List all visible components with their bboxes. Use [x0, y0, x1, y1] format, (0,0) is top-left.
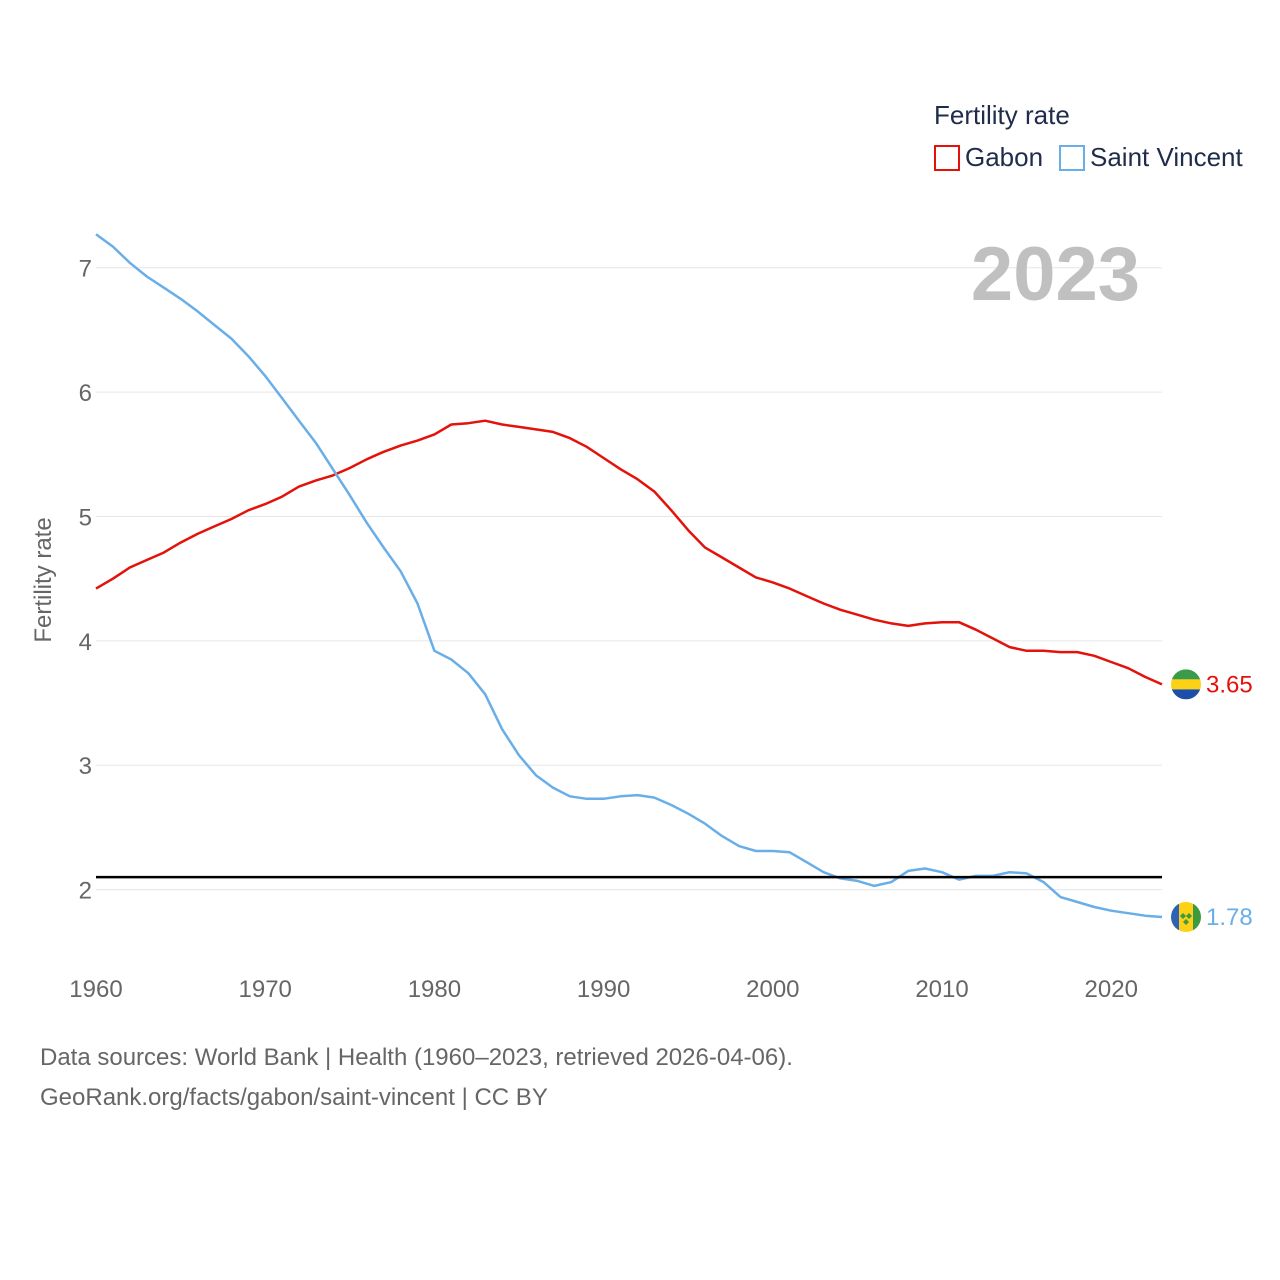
legend-label-gabon: Gabon — [965, 142, 1043, 172]
x-tick-label: 1980 — [408, 976, 461, 1003]
x-tick-label: 1990 — [577, 976, 630, 1003]
series-line-saint-vincent — [95, 233, 1163, 919]
source-link[interactable]: GeoRank.org/facts/gabon/saint-vincent | … — [40, 1084, 548, 1111]
x-tick-label: 1960 — [69, 976, 122, 1003]
x-tick-label: 2010 — [915, 976, 968, 1003]
source-line: Data sources: World Bank | Health (1960–… — [40, 1044, 793, 1071]
legend-item-saint-vincent[interactable]: Saint Vincent — [1059, 142, 1244, 172]
y-axis-title: Fertility rate — [30, 517, 57, 642]
legend: Fertility rate Gabon Saint Vincent — [934, 100, 1244, 172]
series-layer — [95, 233, 1163, 919]
x-tick-label: 1970 — [239, 976, 292, 1003]
end-markers: 3.65 1.78 — [1171, 669, 1253, 932]
y-tick-label: 4 — [79, 629, 92, 656]
end-value-label-gabon: 3.65 — [1206, 671, 1253, 698]
legend-label-saint-vincent: Saint Vincent — [1090, 142, 1244, 172]
legend-swatch-gabon — [934, 145, 960, 171]
y-axis: 2 3 4 5 6 7 — [79, 256, 92, 905]
y-tick-label: 2 — [79, 878, 92, 905]
legend-swatch-saint-vincent — [1059, 145, 1085, 171]
x-tick-label: 2000 — [746, 976, 799, 1003]
gabon-flag-icon — [1171, 669, 1201, 700]
y-tick-label: 3 — [79, 753, 92, 780]
x-tick-label: 2020 — [1085, 976, 1138, 1003]
legend-title: Fertility rate — [934, 100, 1070, 130]
legend-item-gabon[interactable]: Gabon — [934, 142, 1043, 172]
grid-lines — [96, 267, 1162, 891]
end-value-label-saint-vincent: 1.78 — [1206, 904, 1253, 931]
y-tick-label: 6 — [79, 380, 92, 407]
saint-vincent-flag-icon — [1171, 901, 1201, 932]
series-line-gabon — [95, 419, 1163, 686]
x-axis: 1960 1970 1980 1990 2000 2010 2020 — [69, 976, 1138, 1003]
y-tick-label: 7 — [79, 256, 92, 283]
year-label: 2023 — [971, 232, 1140, 317]
y-tick-label: 5 — [79, 504, 92, 531]
